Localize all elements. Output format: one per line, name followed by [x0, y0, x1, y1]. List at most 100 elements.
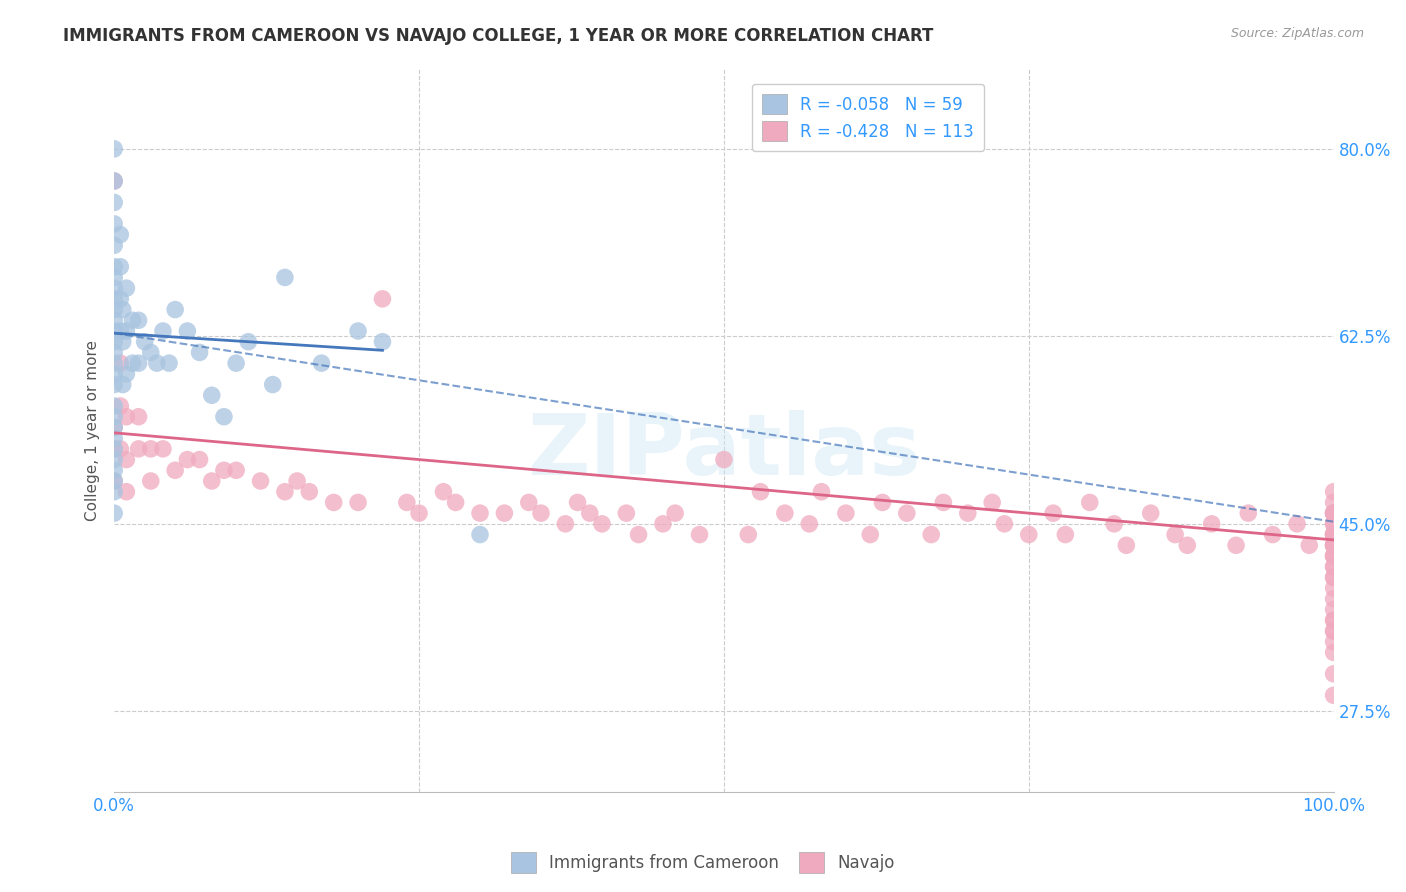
- Point: [1164, 527, 1187, 541]
- Point: [956, 506, 979, 520]
- Point: [1323, 527, 1346, 541]
- Point: [1261, 527, 1284, 541]
- Point: [146, 356, 169, 370]
- Point: [1323, 495, 1346, 509]
- Point: [128, 442, 150, 456]
- Point: [1225, 538, 1247, 552]
- Point: [188, 345, 211, 359]
- Point: [115, 281, 138, 295]
- Point: [311, 356, 333, 370]
- Point: [103, 174, 125, 188]
- Point: [103, 399, 125, 413]
- Point: [110, 399, 132, 413]
- Point: [1323, 570, 1346, 584]
- Point: [115, 484, 138, 499]
- Text: IMMIGRANTS FROM CAMEROON VS NAVAJO COLLEGE, 1 YEAR OR MORE CORRELATION CHART: IMMIGRANTS FROM CAMEROON VS NAVAJO COLLE…: [63, 27, 934, 45]
- Point: [1323, 559, 1346, 574]
- Point: [115, 367, 138, 381]
- Point: [152, 442, 174, 456]
- Point: [285, 474, 308, 488]
- Point: [1237, 506, 1260, 520]
- Point: [1175, 538, 1198, 552]
- Point: [176, 452, 198, 467]
- Point: [1323, 549, 1346, 563]
- Point: [773, 506, 796, 520]
- Point: [627, 527, 650, 541]
- Point: [652, 516, 675, 531]
- Point: [274, 484, 297, 499]
- Point: [1323, 645, 1346, 659]
- Point: [103, 409, 125, 424]
- Point: [664, 506, 686, 520]
- Point: [371, 334, 394, 349]
- Point: [1323, 516, 1346, 531]
- Point: [920, 527, 942, 541]
- Point: [103, 474, 125, 488]
- Point: [128, 409, 150, 424]
- Point: [444, 495, 467, 509]
- Point: [1102, 516, 1125, 531]
- Point: [103, 442, 125, 456]
- Point: [139, 345, 162, 359]
- Point: [859, 527, 882, 541]
- Point: [110, 324, 132, 338]
- Point: [128, 313, 150, 327]
- Point: [1323, 538, 1346, 552]
- Point: [157, 356, 180, 370]
- Text: Source: ZipAtlas.com: Source: ZipAtlas.com: [1230, 27, 1364, 40]
- Point: [249, 474, 271, 488]
- Point: [103, 420, 125, 434]
- Point: [1323, 506, 1346, 520]
- Point: [165, 463, 187, 477]
- Point: [1323, 506, 1346, 520]
- Point: [408, 506, 430, 520]
- Point: [225, 356, 247, 370]
- Point: [432, 484, 454, 499]
- Point: [1323, 527, 1346, 541]
- Point: [103, 238, 125, 252]
- Point: [128, 356, 150, 370]
- Point: [993, 516, 1015, 531]
- Point: [1323, 506, 1346, 520]
- Point: [103, 431, 125, 445]
- Point: [103, 452, 125, 467]
- Point: [1323, 527, 1346, 541]
- Point: [567, 495, 589, 509]
- Point: [1323, 613, 1346, 627]
- Point: [103, 270, 125, 285]
- Point: [103, 474, 125, 488]
- Point: [1323, 634, 1346, 648]
- Point: [371, 292, 394, 306]
- Point: [1201, 516, 1223, 531]
- Point: [347, 324, 370, 338]
- Point: [176, 324, 198, 338]
- Point: [1323, 688, 1346, 702]
- Point: [103, 174, 125, 188]
- Point: [494, 506, 516, 520]
- Point: [1323, 602, 1346, 616]
- Point: [1323, 666, 1346, 681]
- Point: [322, 495, 344, 509]
- Point: [799, 516, 821, 531]
- Point: [1054, 527, 1077, 541]
- Point: [110, 356, 132, 370]
- Point: [1323, 624, 1346, 638]
- Point: [1323, 506, 1346, 520]
- Point: [1323, 581, 1346, 595]
- Point: [1323, 516, 1346, 531]
- Point: [1323, 570, 1346, 584]
- Point: [103, 302, 125, 317]
- Point: [103, 506, 125, 520]
- Point: [1323, 527, 1346, 541]
- Point: [468, 527, 491, 541]
- Point: [395, 495, 418, 509]
- Point: [517, 495, 540, 509]
- Point: [110, 442, 132, 456]
- Point: [932, 495, 955, 509]
- Point: [1323, 506, 1346, 520]
- Point: [1139, 506, 1161, 520]
- Point: [188, 452, 211, 467]
- Point: [103, 484, 125, 499]
- Point: [212, 409, 235, 424]
- Point: [1298, 538, 1320, 552]
